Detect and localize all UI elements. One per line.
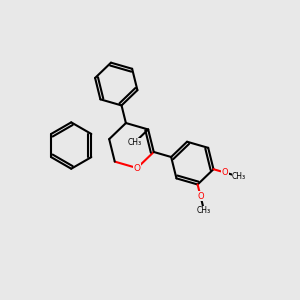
Text: CH₃: CH₃ xyxy=(197,206,211,215)
Text: CH₃: CH₃ xyxy=(232,172,246,181)
Text: O: O xyxy=(197,191,204,200)
Text: O: O xyxy=(222,168,228,177)
Text: O: O xyxy=(134,164,140,172)
Text: CH₃: CH₃ xyxy=(127,138,141,147)
